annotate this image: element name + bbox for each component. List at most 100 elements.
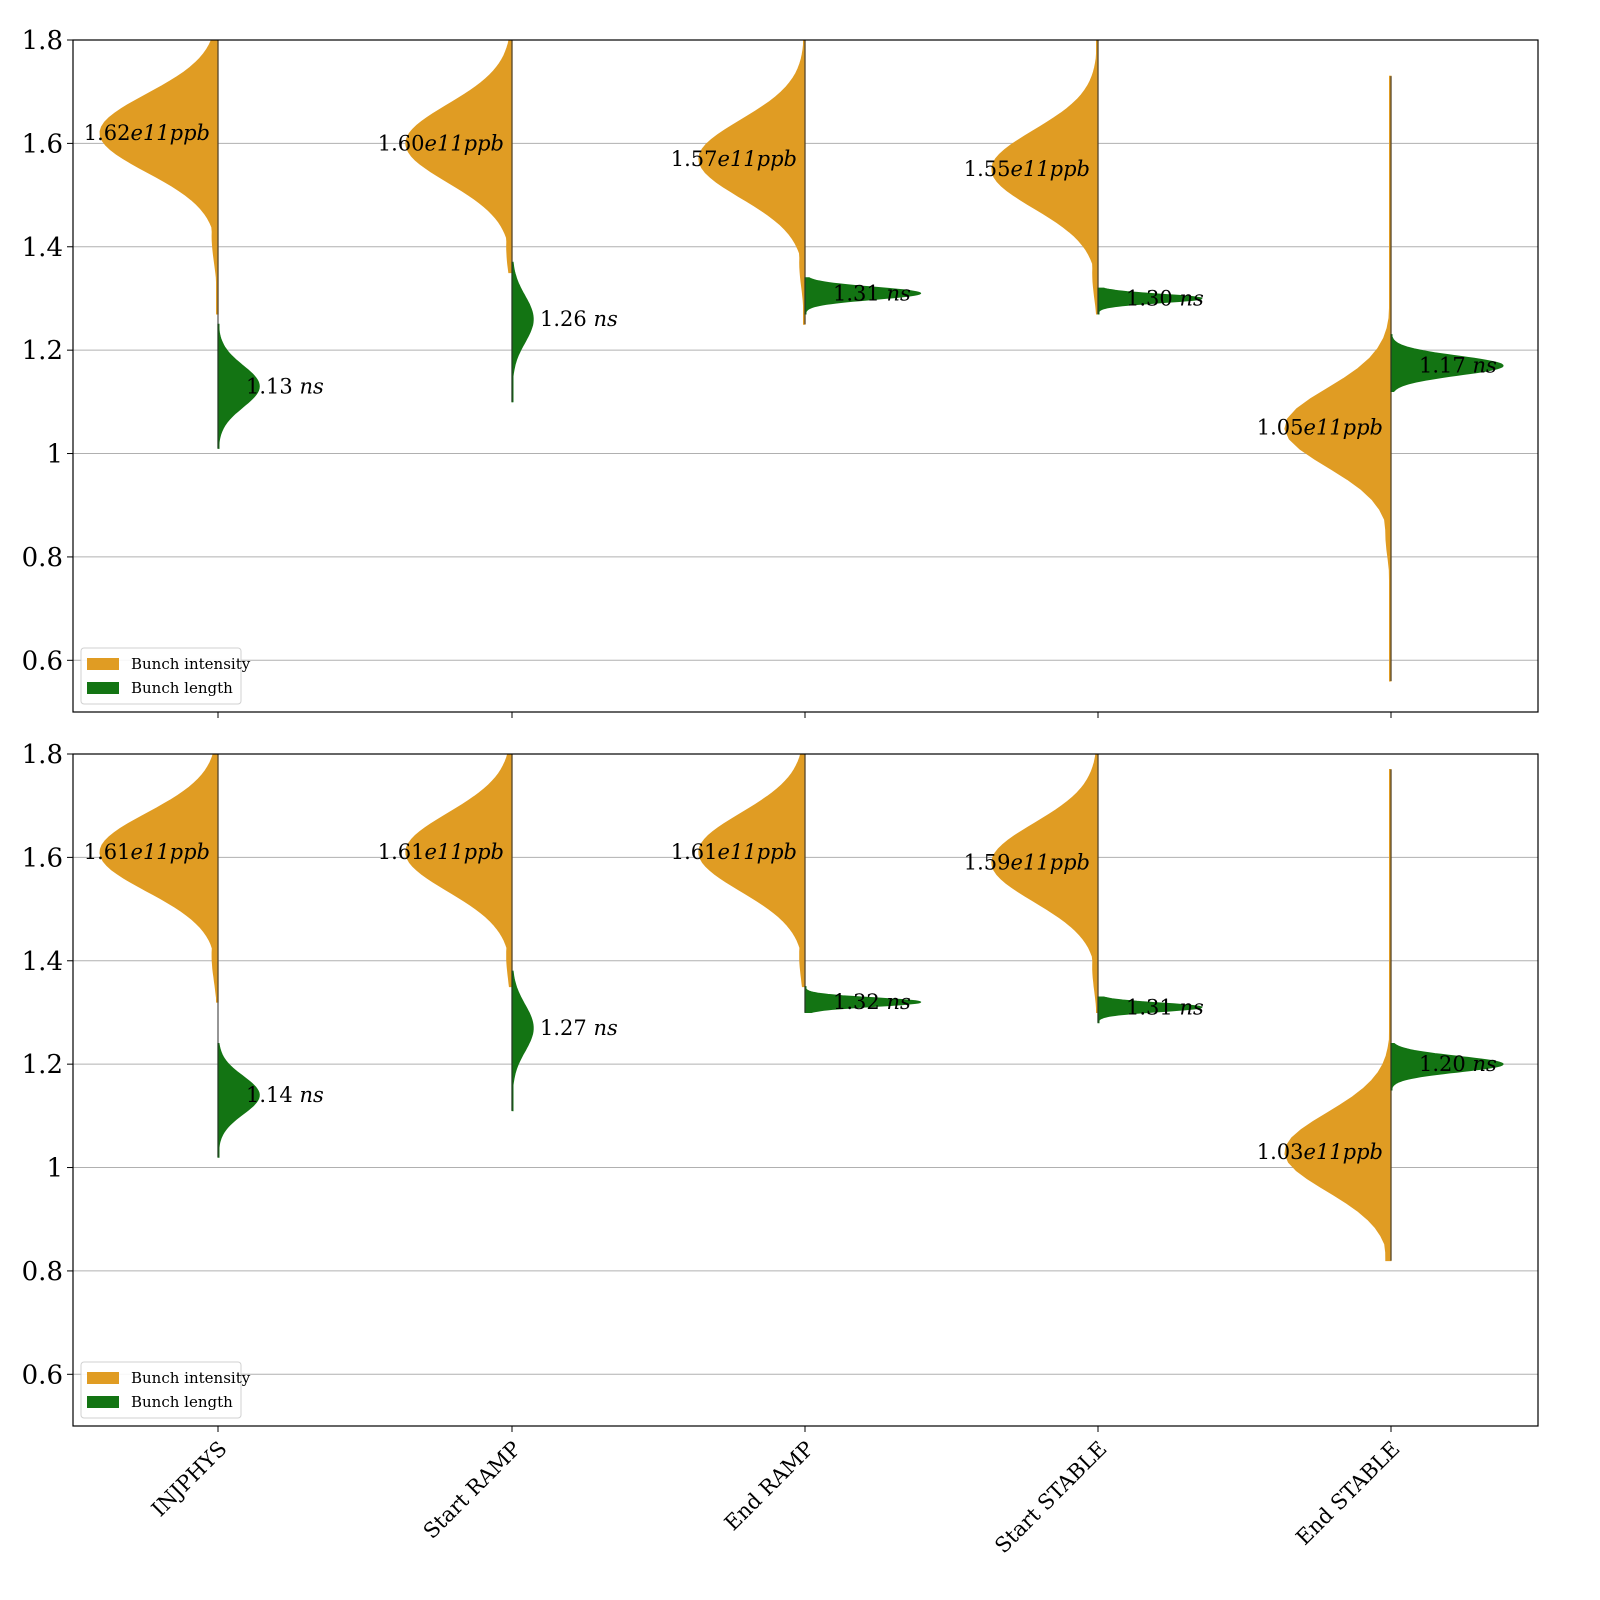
length-violin bbox=[217, 323, 260, 449]
plot-area bbox=[99, 754, 1504, 1262]
axes-frame bbox=[72, 39, 1539, 713]
length-unit: ns bbox=[593, 307, 618, 331]
y-tick-label: 1.4 bbox=[22, 233, 63, 263]
intensity-unit: e11ppb bbox=[131, 121, 210, 145]
intensity-label: 1.62e11ppb bbox=[84, 121, 210, 145]
length-unit: ns bbox=[1472, 1052, 1497, 1076]
intensity-label: 1.61e11ppb bbox=[84, 840, 210, 864]
length-value: 1.31 bbox=[1126, 995, 1173, 1019]
intensity-violin bbox=[991, 754, 1099, 1014]
y-tick-label: 1.6 bbox=[22, 843, 63, 873]
length-violin bbox=[1097, 996, 1203, 1024]
y-tick-label: 1.8 bbox=[22, 740, 63, 770]
intensity-value: 1.61 bbox=[84, 840, 131, 864]
y-tick-label: 1.8 bbox=[22, 26, 63, 56]
length-value: 1.20 bbox=[1419, 1052, 1466, 1076]
intensity-label: 1.59e11ppb bbox=[964, 851, 1090, 875]
length-unit: ns bbox=[1179, 286, 1204, 310]
legend-swatch-length bbox=[87, 1396, 119, 1408]
intensity-label: 1.03e11ppb bbox=[1257, 1140, 1383, 1164]
intensity-label: 1.55e11ppb bbox=[964, 157, 1090, 181]
legend: Bunch intensity Bunch length bbox=[80, 647, 251, 705]
y-tick-label: 1 bbox=[46, 1154, 63, 1184]
intensity-label: 1.57e11ppb bbox=[671, 147, 797, 171]
y-tick-label: 0.6 bbox=[22, 646, 63, 676]
intensity-value: 1.61 bbox=[378, 840, 425, 864]
length-value: 1.32 bbox=[833, 990, 880, 1014]
intensity-unit: e11ppb bbox=[1304, 416, 1383, 440]
length-violin bbox=[217, 1042, 260, 1158]
y-tick-label: 1.2 bbox=[22, 1050, 63, 1080]
length-unit: ns bbox=[886, 990, 911, 1014]
length-label: 1.17 ns bbox=[1419, 354, 1497, 378]
length-label: 1.31 ns bbox=[1126, 995, 1204, 1019]
length-space bbox=[1466, 1052, 1473, 1076]
length-unit: ns bbox=[1179, 995, 1204, 1019]
intensity-value: 1.03 bbox=[1257, 1140, 1304, 1164]
legend-box bbox=[80, 1361, 242, 1419]
y-tick-label: 0.6 bbox=[22, 1360, 63, 1390]
length-value: 1.13 bbox=[246, 374, 293, 398]
y-tick-label: 1.4 bbox=[22, 947, 63, 977]
y-tick-label: 0.8 bbox=[22, 1257, 63, 1287]
intensity-unit: e11ppb bbox=[1011, 157, 1090, 181]
intensity-value: 1.61 bbox=[671, 840, 718, 864]
y-tick-label: 1.2 bbox=[22, 336, 63, 366]
length-unit: ns bbox=[886, 281, 911, 305]
intensity-violin bbox=[405, 754, 513, 988]
length-value: 1.17 bbox=[1419, 354, 1466, 378]
length-space bbox=[1173, 286, 1180, 310]
intensity-violin bbox=[1284, 75, 1392, 682]
intensity-violin bbox=[1284, 768, 1392, 1262]
intensity-value: 1.05 bbox=[1257, 416, 1304, 440]
length-space bbox=[1173, 995, 1180, 1019]
length-label: 1.13 ns bbox=[246, 374, 324, 398]
category-label: INJPHYS bbox=[147, 1437, 232, 1522]
intensity-unit: e11ppb bbox=[1011, 851, 1090, 875]
length-space bbox=[293, 374, 300, 398]
length-value: 1.26 bbox=[540, 307, 587, 331]
intensity-violin bbox=[405, 40, 513, 274]
legend-label-length: Bunch length bbox=[131, 679, 233, 697]
length-violin bbox=[804, 277, 922, 315]
intensity-value: 1.62 bbox=[84, 121, 131, 145]
intensity-unit: e11ppb bbox=[718, 147, 797, 171]
intensity-value: 1.55 bbox=[964, 157, 1011, 181]
length-unit: ns bbox=[299, 1083, 324, 1107]
intensity-label: 1.05e11ppb bbox=[1257, 416, 1383, 440]
length-space bbox=[880, 281, 887, 305]
category-label: End STABLE bbox=[1291, 1437, 1404, 1550]
axes-frame bbox=[72, 753, 1539, 1427]
legend-swatch-length bbox=[87, 682, 119, 694]
intensity-unit: e11ppb bbox=[425, 840, 504, 864]
intensity-unit: e11ppb bbox=[131, 840, 210, 864]
intensity-unit: e11ppb bbox=[1304, 1140, 1383, 1164]
y-tick-label: 0.8 bbox=[22, 543, 63, 573]
length-unit: ns bbox=[1472, 354, 1497, 378]
length-space bbox=[293, 1083, 300, 1107]
intensity-value: 1.57 bbox=[671, 147, 718, 171]
length-space bbox=[1466, 354, 1473, 378]
length-label: 1.30 ns bbox=[1126, 286, 1204, 310]
length-violin bbox=[511, 261, 534, 403]
category-label: Start STABLE bbox=[990, 1437, 1111, 1558]
intensity-value: 1.60 bbox=[378, 131, 425, 155]
length-label: 1.31 ns bbox=[833, 281, 911, 305]
length-label: 1.14 ns bbox=[246, 1083, 324, 1107]
length-label: 1.20 ns bbox=[1419, 1052, 1497, 1076]
length-label: 1.26 ns bbox=[540, 307, 618, 331]
legend-swatch-intensity bbox=[87, 658, 119, 670]
legend-label-length: Bunch length bbox=[131, 1393, 233, 1411]
intensity-violin bbox=[991, 40, 1099, 315]
length-unit: ns bbox=[593, 1016, 618, 1040]
intensity-label: 1.61e11ppb bbox=[378, 840, 504, 864]
length-value: 1.30 bbox=[1126, 286, 1173, 310]
length-value: 1.14 bbox=[246, 1083, 293, 1107]
length-label: 1.32 ns bbox=[833, 990, 911, 1014]
length-value: 1.27 bbox=[540, 1016, 587, 1040]
intensity-violin bbox=[698, 754, 806, 988]
length-space bbox=[880, 990, 887, 1014]
intensity-label: 1.60e11ppb bbox=[378, 131, 504, 155]
